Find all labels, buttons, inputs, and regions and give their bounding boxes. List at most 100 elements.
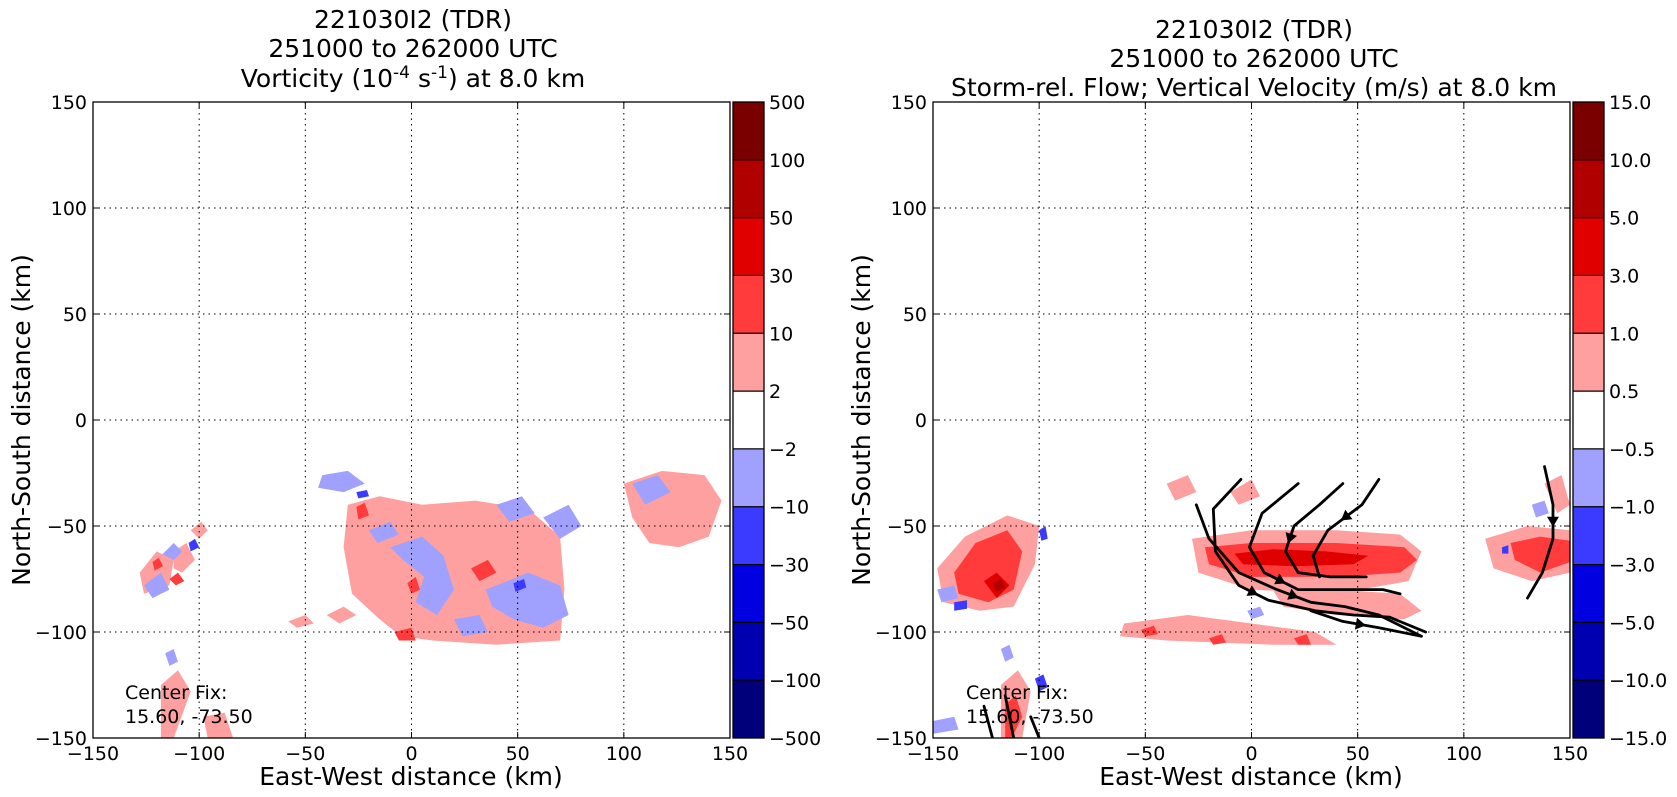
x-tick-label: −150	[67, 743, 119, 765]
contour-region	[326, 606, 357, 624]
right-streamlines	[982, 465, 1559, 738]
contour-region	[1039, 526, 1048, 541]
right-annotation-line1: Center Fix:	[966, 682, 1068, 704]
colorbar-tick-label: −10.0	[1609, 670, 1667, 692]
left-x-axis-label: East-West distance (km)	[259, 762, 563, 791]
colorbar-swatch	[733, 448, 764, 507]
colorbar-swatch	[1573, 275, 1604, 334]
contour-region	[1209, 634, 1226, 645]
colorbar-tick-label: −15.0	[1609, 728, 1667, 750]
left-title-sup1: -4	[393, 63, 410, 83]
contour-region	[1272, 589, 1422, 620]
streamline	[1526, 465, 1555, 600]
contour-region	[937, 585, 959, 603]
y-tick-label: 150	[51, 92, 87, 114]
contour-region	[160, 670, 191, 738]
contour-region	[1294, 634, 1311, 645]
contour-region	[288, 615, 314, 628]
x-tick-label: −50	[1125, 743, 1165, 765]
streamline-arrowhead	[1274, 573, 1286, 585]
colorbar-swatch	[733, 275, 764, 334]
colorbar-swatch	[733, 333, 764, 392]
x-tick-label: −50	[285, 743, 325, 765]
contour-region	[543, 504, 582, 539]
x-tick-label: 50	[506, 743, 530, 765]
colorbar-tick-label: −50	[769, 612, 809, 634]
right-y-axis-label: North-South distance (km)	[847, 254, 876, 586]
contour-region	[318, 470, 365, 493]
contour-region	[144, 572, 170, 599]
colorbar-tick-label: −0.5	[1609, 439, 1655, 461]
x-tick-label: 100	[606, 743, 642, 765]
colorbar-swatch	[1573, 448, 1604, 507]
y-tick-label: 100	[51, 198, 87, 220]
colorbar-tick-label: −5.0	[1609, 612, 1655, 634]
y-tick-label: 100	[891, 198, 927, 220]
contour-region	[454, 615, 488, 637]
colorbar-tick-label: 2	[769, 381, 781, 403]
left-title-line2: 251000 to 262000 UTC	[268, 34, 557, 63]
x-tick-label: 150	[712, 743, 748, 765]
contour-region	[390, 536, 454, 615]
contour-region	[1544, 475, 1570, 514]
colorbar-swatch	[1573, 391, 1604, 449]
y-tick-label: 0	[915, 410, 927, 432]
right-panel: 221030I2 (TDR) 251000 to 262000 UTC Stor…	[847, 15, 1667, 791]
contour-region	[1166, 475, 1197, 501]
right-annotation-line2: 15.60, -73.50	[966, 706, 1094, 728]
colorbar-tick-label: 1.0	[1609, 323, 1639, 345]
colorbar-swatch	[733, 102, 764, 160]
left-gridlines	[93, 102, 730, 738]
colorbar-tick-label: −2	[769, 439, 797, 461]
colorbar-swatch	[733, 217, 764, 276]
colorbar-swatch	[1573, 333, 1604, 392]
streamline	[1029, 715, 1041, 738]
right-x-axis-label: East-West distance (km)	[1099, 762, 1403, 791]
x-tick-label: 0	[1245, 743, 1257, 765]
colorbar-swatch	[733, 159, 764, 218]
right-title-line1: 221030I2 (TDR)	[1155, 15, 1353, 44]
streamline-arrowhead	[1287, 588, 1299, 600]
colorbar-swatch	[1573, 564, 1604, 623]
colorbar-tick-label: 0.5	[1609, 381, 1639, 403]
streamline-arrowhead	[1246, 585, 1259, 596]
contour-region	[496, 496, 535, 522]
streamline	[982, 704, 994, 738]
colorbar-swatch	[733, 680, 764, 738]
contour-region	[471, 559, 497, 582]
colorbar-tick-label: −10	[769, 497, 809, 519]
contour-region	[954, 600, 967, 611]
streamline	[1311, 478, 1381, 579]
colorbar-tick-label: 100	[769, 150, 805, 172]
y-tick-label: −150	[35, 728, 87, 750]
colorbar-tick-label: 10	[769, 323, 793, 345]
colorbar-swatch	[1573, 159, 1604, 218]
colorbar-swatch	[1573, 217, 1604, 276]
contour-region	[152, 557, 164, 571]
right-colorbar: 15.0 10.0 5.0 3.0 1.0 0.5 −0.5 −1.0 −3.0 −5.0 −10.…	[1572, 92, 1667, 750]
colorbar-swatch	[733, 564, 764, 623]
contour-region	[1247, 606, 1265, 620]
left-y-axis-label: North-South distance (km)	[7, 254, 36, 586]
colorbar-frame	[732, 101, 765, 739]
y-tick-label: 50	[63, 304, 87, 326]
colorbar-tick-label: −500	[769, 728, 821, 750]
y-tick-label: 0	[75, 410, 87, 432]
contour-region	[1502, 545, 1509, 554]
contour-region	[485, 572, 569, 628]
y-tick-label: 50	[903, 304, 927, 326]
y-tick-label: −100	[875, 622, 927, 644]
y-tick-label: −150	[875, 728, 927, 750]
streamline	[1284, 482, 1368, 579]
contour-region	[1141, 625, 1159, 637]
colorbar-swatch	[1573, 680, 1604, 738]
left-annotation-line1: Center Fix:	[125, 682, 227, 704]
colorbar-swatch	[733, 506, 764, 565]
streamline-arrowhead	[1547, 516, 1559, 527]
colorbar-tick-label: −3.0	[1609, 555, 1655, 577]
y-tick-label: −100	[35, 622, 87, 644]
colorbar-tick-label: 30	[769, 265, 793, 287]
contour-region	[369, 521, 399, 543]
y-tick-label: −50	[47, 516, 87, 538]
contour-region	[1034, 674, 1048, 692]
